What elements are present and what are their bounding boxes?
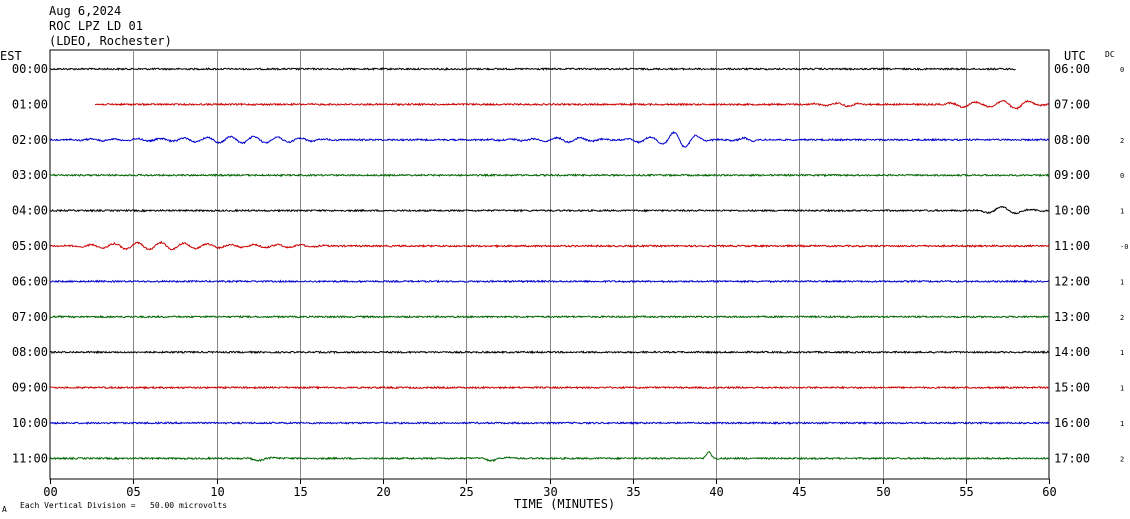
network-label: (LDEO, Rochester) — [49, 34, 172, 48]
utc-label: 07:00 — [1054, 97, 1090, 111]
est-label: 03:00 — [12, 168, 48, 182]
utc-label: 17:00 — [1054, 451, 1090, 465]
trace-1100 — [49, 451, 1050, 463]
x-tick-label: 35 — [626, 485, 640, 499]
dc-value: -0 — [1120, 243, 1128, 251]
x-tick-label: 25 — [459, 485, 473, 499]
trace-0600 — [49, 279, 1050, 284]
utc-label: 11:00 — [1054, 239, 1090, 253]
trace-0200 — [49, 130, 1050, 148]
trace-0800 — [49, 350, 1050, 355]
x-tick-label: 20 — [376, 485, 390, 499]
utc-label: 12:00 — [1054, 274, 1090, 288]
utc-label: 06:00 — [1054, 62, 1090, 76]
dc-value: 1 — [1120, 208, 1124, 216]
dc-value: 2 — [1120, 314, 1124, 322]
x-tick-label: 50 — [876, 485, 890, 499]
date-label: Aug 6,2024 — [49, 4, 122, 18]
est-label: 00:00 — [12, 62, 48, 76]
dc-value: 0 — [1120, 172, 1124, 180]
est-axis-title: EST — [0, 49, 22, 63]
est-label: 08:00 — [12, 345, 48, 359]
utc-label: 16:00 — [1054, 416, 1090, 430]
est-label: 05:00 — [12, 239, 48, 253]
trace-0300 — [49, 173, 1050, 178]
dc-value: 2 — [1120, 137, 1124, 145]
x-tick-label: 60 — [1042, 485, 1056, 499]
scale-footer: Each Vertical Division = 50.00 microvolt… — [20, 501, 228, 510]
x-tick-label: 15 — [293, 485, 307, 499]
est-label: 10:00 — [12, 416, 48, 430]
utc-label: 08:00 — [1054, 133, 1090, 147]
utc-label: 09:00 — [1054, 168, 1090, 182]
trace-0100 — [94, 99, 1049, 110]
dc-axis-title: DC — [1105, 50, 1115, 59]
dc-value: 1 — [1120, 349, 1124, 357]
trace-0000 — [49, 66, 1016, 71]
x-tick-label: 05 — [126, 485, 140, 499]
station-label: ROC LPZ LD 01 — [49, 19, 143, 33]
est-label: 02:00 — [12, 133, 48, 147]
x-tick-label: 45 — [792, 485, 806, 499]
est-label: 09:00 — [12, 381, 48, 395]
est-label: 01:00 — [12, 97, 48, 111]
trace-0900 — [49, 385, 1050, 390]
trace-0500 — [49, 240, 1050, 251]
trace-0400 — [49, 205, 1050, 215]
x-axis-title: TIME (MINUTES) — [514, 497, 616, 511]
est-label: 06:00 — [12, 274, 48, 288]
dc-value: 1 — [1120, 420, 1124, 428]
utc-label: 15:00 — [1054, 381, 1090, 395]
corner-mark: A — [2, 505, 7, 514]
est-label: 11:00 — [12, 451, 48, 465]
utc-label: 10:00 — [1054, 204, 1090, 218]
x-tick-label: 10 — [210, 485, 224, 499]
trace-1000 — [49, 421, 1050, 426]
x-tick-label: 40 — [709, 485, 723, 499]
dc-value: 0 — [1120, 66, 1124, 74]
utc-axis-title: UTC — [1064, 49, 1086, 63]
dc-value: 2 — [1120, 455, 1124, 463]
dc-value: 1 — [1120, 385, 1124, 393]
x-tick-label: 30 — [543, 485, 557, 499]
dc-value: 1 — [1120, 278, 1124, 286]
est-label: 07:00 — [12, 310, 48, 324]
x-tick-label: 00 — [43, 485, 57, 499]
x-tick-label: 55 — [959, 485, 973, 499]
trace-0700 — [49, 314, 1050, 319]
utc-label: 13:00 — [1054, 310, 1090, 324]
plot-frame — [49, 49, 1050, 480]
est-label: 04:00 — [12, 204, 48, 218]
utc-label: 14:00 — [1054, 345, 1090, 359]
